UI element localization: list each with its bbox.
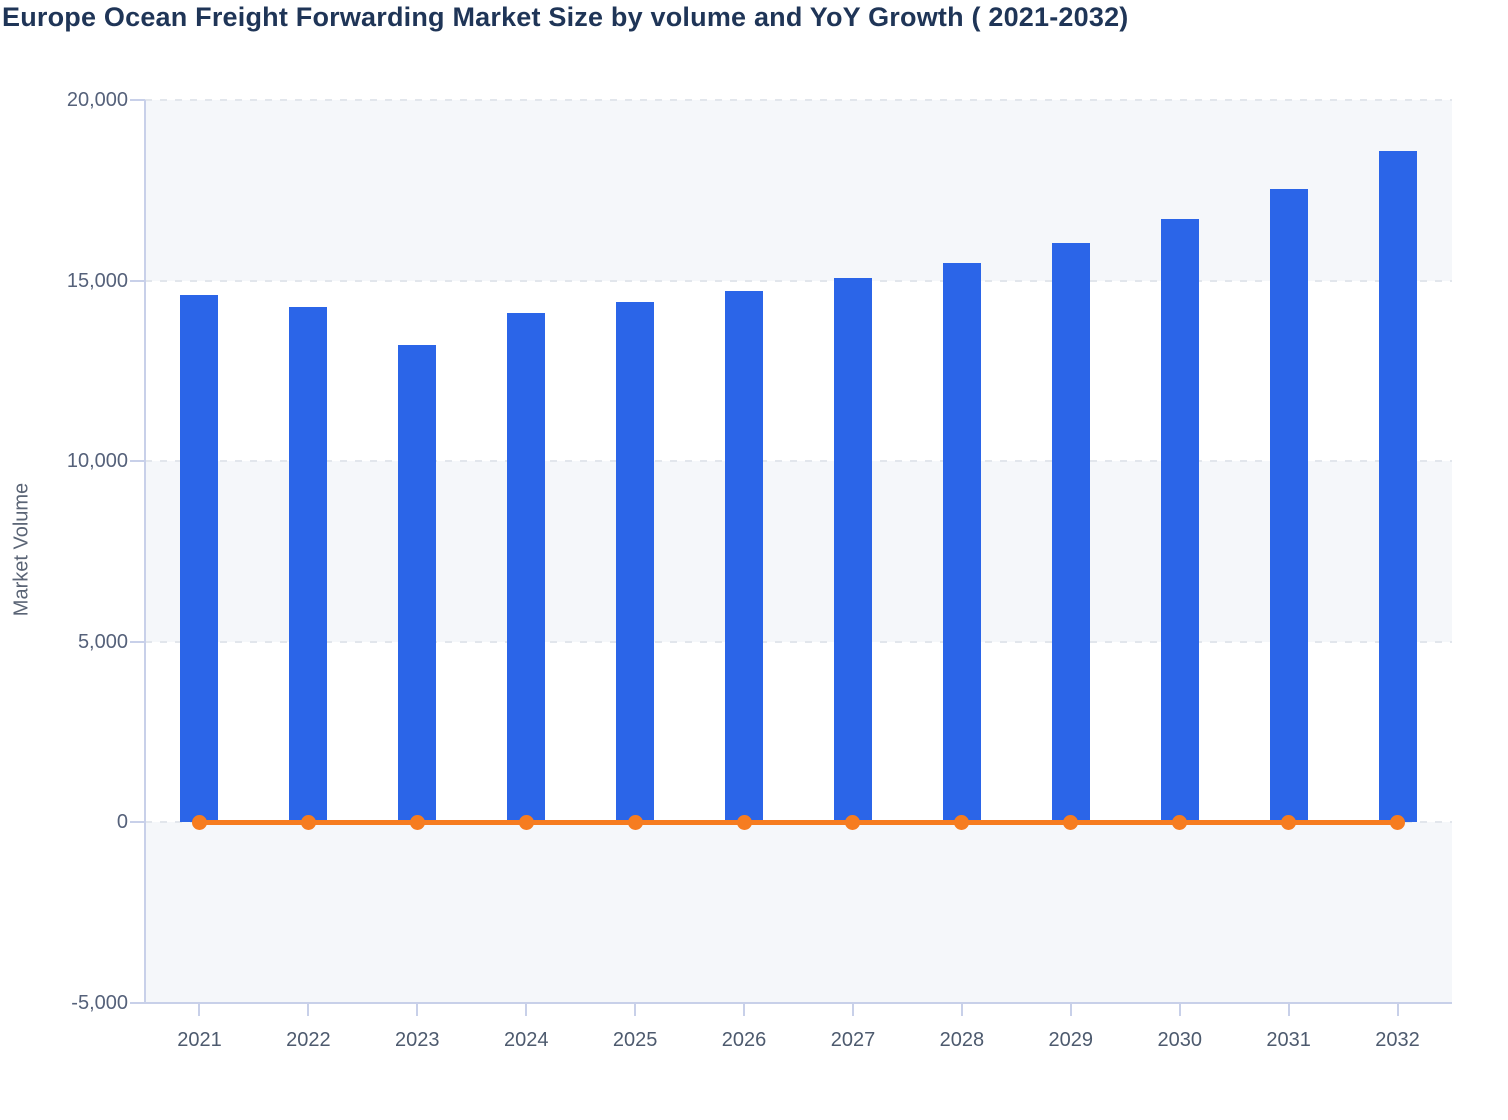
y-tick-mark [130,279,145,282]
x-tick-label-2027: 2027 [830,1029,876,1051]
bar-2029[interactable] [1051,243,1090,823]
line-point-2023[interactable] [409,814,425,830]
plot-band [145,822,1452,1003]
y-tick-label: 15,000 [66,269,128,292]
bar-2024[interactable] [507,313,546,823]
y-tick-mark [130,460,145,463]
x-tick-mark [634,1003,637,1016]
line-point-2030[interactable] [1172,814,1188,830]
line-point-2024[interactable] [518,814,534,830]
line-point-2022[interactable] [300,814,316,830]
y-axis-line [144,100,146,1003]
y-tick-mark [130,99,145,101]
x-tick-label-2028: 2028 [939,1029,985,1051]
bar-2023[interactable] [398,345,437,823]
y-tick-label: 10,000 [66,450,128,473]
x-tick-label-2026: 2026 [721,1029,767,1051]
x-tick-label-2032: 2032 [1375,1029,1420,1051]
plot-band [145,100,1452,281]
line-point-2028[interactable] [954,814,970,830]
y-tick-label: -5,000 [71,992,128,1014]
y-tick-label: 20,000 [66,89,128,111]
gridline-20000 [145,99,1452,101]
y-tick-label: 5,000 [77,630,128,653]
x-tick-mark [1287,1003,1290,1016]
x-tick-mark [1178,1003,1181,1016]
x-tick-label-2021: 2021 [177,1029,222,1051]
y-tick-mark [130,1002,145,1004]
x-tick-mark [960,1003,963,1016]
line-point-2025[interactable] [627,814,643,830]
bar-2031[interactable] [1269,189,1308,823]
bar-2030[interactable] [1160,219,1199,823]
x-tick-label-2024: 2024 [503,1029,549,1051]
x-tick-mark [198,1003,201,1016]
x-tick-label-2022: 2022 [286,1029,331,1051]
plot-band [145,461,1452,642]
x-tick-label-2030: 2030 [1157,1029,1202,1051]
x-axis-line [144,1002,1452,1004]
bar-2027[interactable] [833,278,872,823]
line-point-2026[interactable] [736,814,752,830]
bar-2028[interactable] [942,262,981,823]
x-tick-label-2023: 2023 [395,1029,440,1051]
x-tick-mark [307,1003,310,1016]
yoy-growth-line[interactable] [199,819,1398,825]
bar-2026[interactable] [725,291,764,823]
x-tick-mark [1069,1003,1072,1016]
bar-2021[interactable] [180,295,219,823]
line-point-2031[interactable] [1281,814,1297,830]
x-tick-label-2025: 2025 [612,1029,658,1051]
y-tick-mark [130,821,145,824]
x-tick-label-2031: 2031 [1266,1029,1311,1051]
y-tick-label: 0 [116,811,128,834]
y-tick-mark [130,640,145,643]
x-tick-mark [1396,1003,1399,1016]
gridline-10000 [145,460,1452,463]
bar-2022[interactable] [289,306,328,823]
gridline-15000 [145,279,1452,282]
x-tick-label-2029: 2029 [1048,1029,1094,1051]
x-tick-mark [525,1003,528,1016]
y-axis-title: Market Volume [10,482,33,617]
chart-title: Europe Ocean Freight Forwarding Market S… [2,2,1129,32]
line-point-2027[interactable] [845,814,861,830]
line-point-2029[interactable] [1063,814,1079,830]
line-point-2021[interactable] [191,814,207,830]
bar-2032[interactable] [1378,150,1417,823]
x-tick-mark [743,1003,746,1016]
x-tick-mark [851,1003,854,1016]
x-tick-mark [416,1003,419,1016]
plot-area [145,99,1452,1003]
gridline-5000 [145,640,1452,643]
line-point-2032[interactable] [1390,814,1406,830]
bar-2025[interactable] [616,302,655,823]
